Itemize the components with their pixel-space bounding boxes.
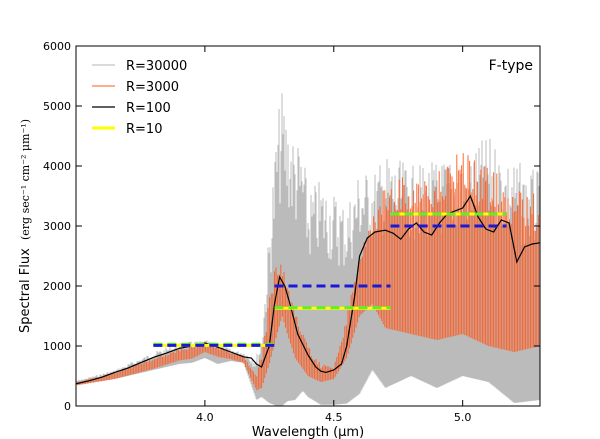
x-axis-label: Wavelength (μm) <box>252 425 364 439</box>
data-layer <box>76 93 540 406</box>
y-tick-label-1: 1000 <box>43 340 71 353</box>
legend: R=30000 R=3000 R=100 R=10 <box>92 59 187 137</box>
x-tick-label-2: 5.0 <box>454 411 472 424</box>
x-tick-label-0: 4.0 <box>196 411 214 424</box>
legend-label-0: R=30000 <box>126 59 187 74</box>
y-axis-label: Spectral Flux <box>18 248 33 333</box>
y-tick-label-5: 5000 <box>43 100 71 113</box>
legend-label-1: R=3000 <box>126 80 179 95</box>
y-tick-label-4: 4000 <box>43 160 71 173</box>
x-tick-label-1: 4.5 <box>325 411 343 424</box>
legend-label-2: R=100 <box>126 101 171 116</box>
y-tick-label-3: 3000 <box>43 220 71 233</box>
y-axis-units: (erg sec⁻¹ cm⁻² μm⁻¹) <box>19 119 32 240</box>
chart-annotation: F-type <box>489 58 533 74</box>
y-tick-label-0: 0 <box>64 400 71 413</box>
legend-label-3: R=10 <box>126 122 162 137</box>
y-axis-label-group: Spectral Flux (erg sec⁻¹ cm⁻² μm⁻¹) <box>18 119 33 333</box>
svg-text:Spectral Flux (erg sec⁻¹: Spectral Flux (erg sec⁻¹ cm⁻² μm⁻¹) <box>18 119 33 333</box>
y-tick-label-6: 6000 <box>43 40 71 53</box>
axis-layer: 4.0 4.5 5.0 0 1000 2000 3000 4000 5000 6000 <box>43 40 540 424</box>
series-r3000-spectrum <box>76 153 539 391</box>
y-tick-label-2: 2000 <box>43 280 71 293</box>
